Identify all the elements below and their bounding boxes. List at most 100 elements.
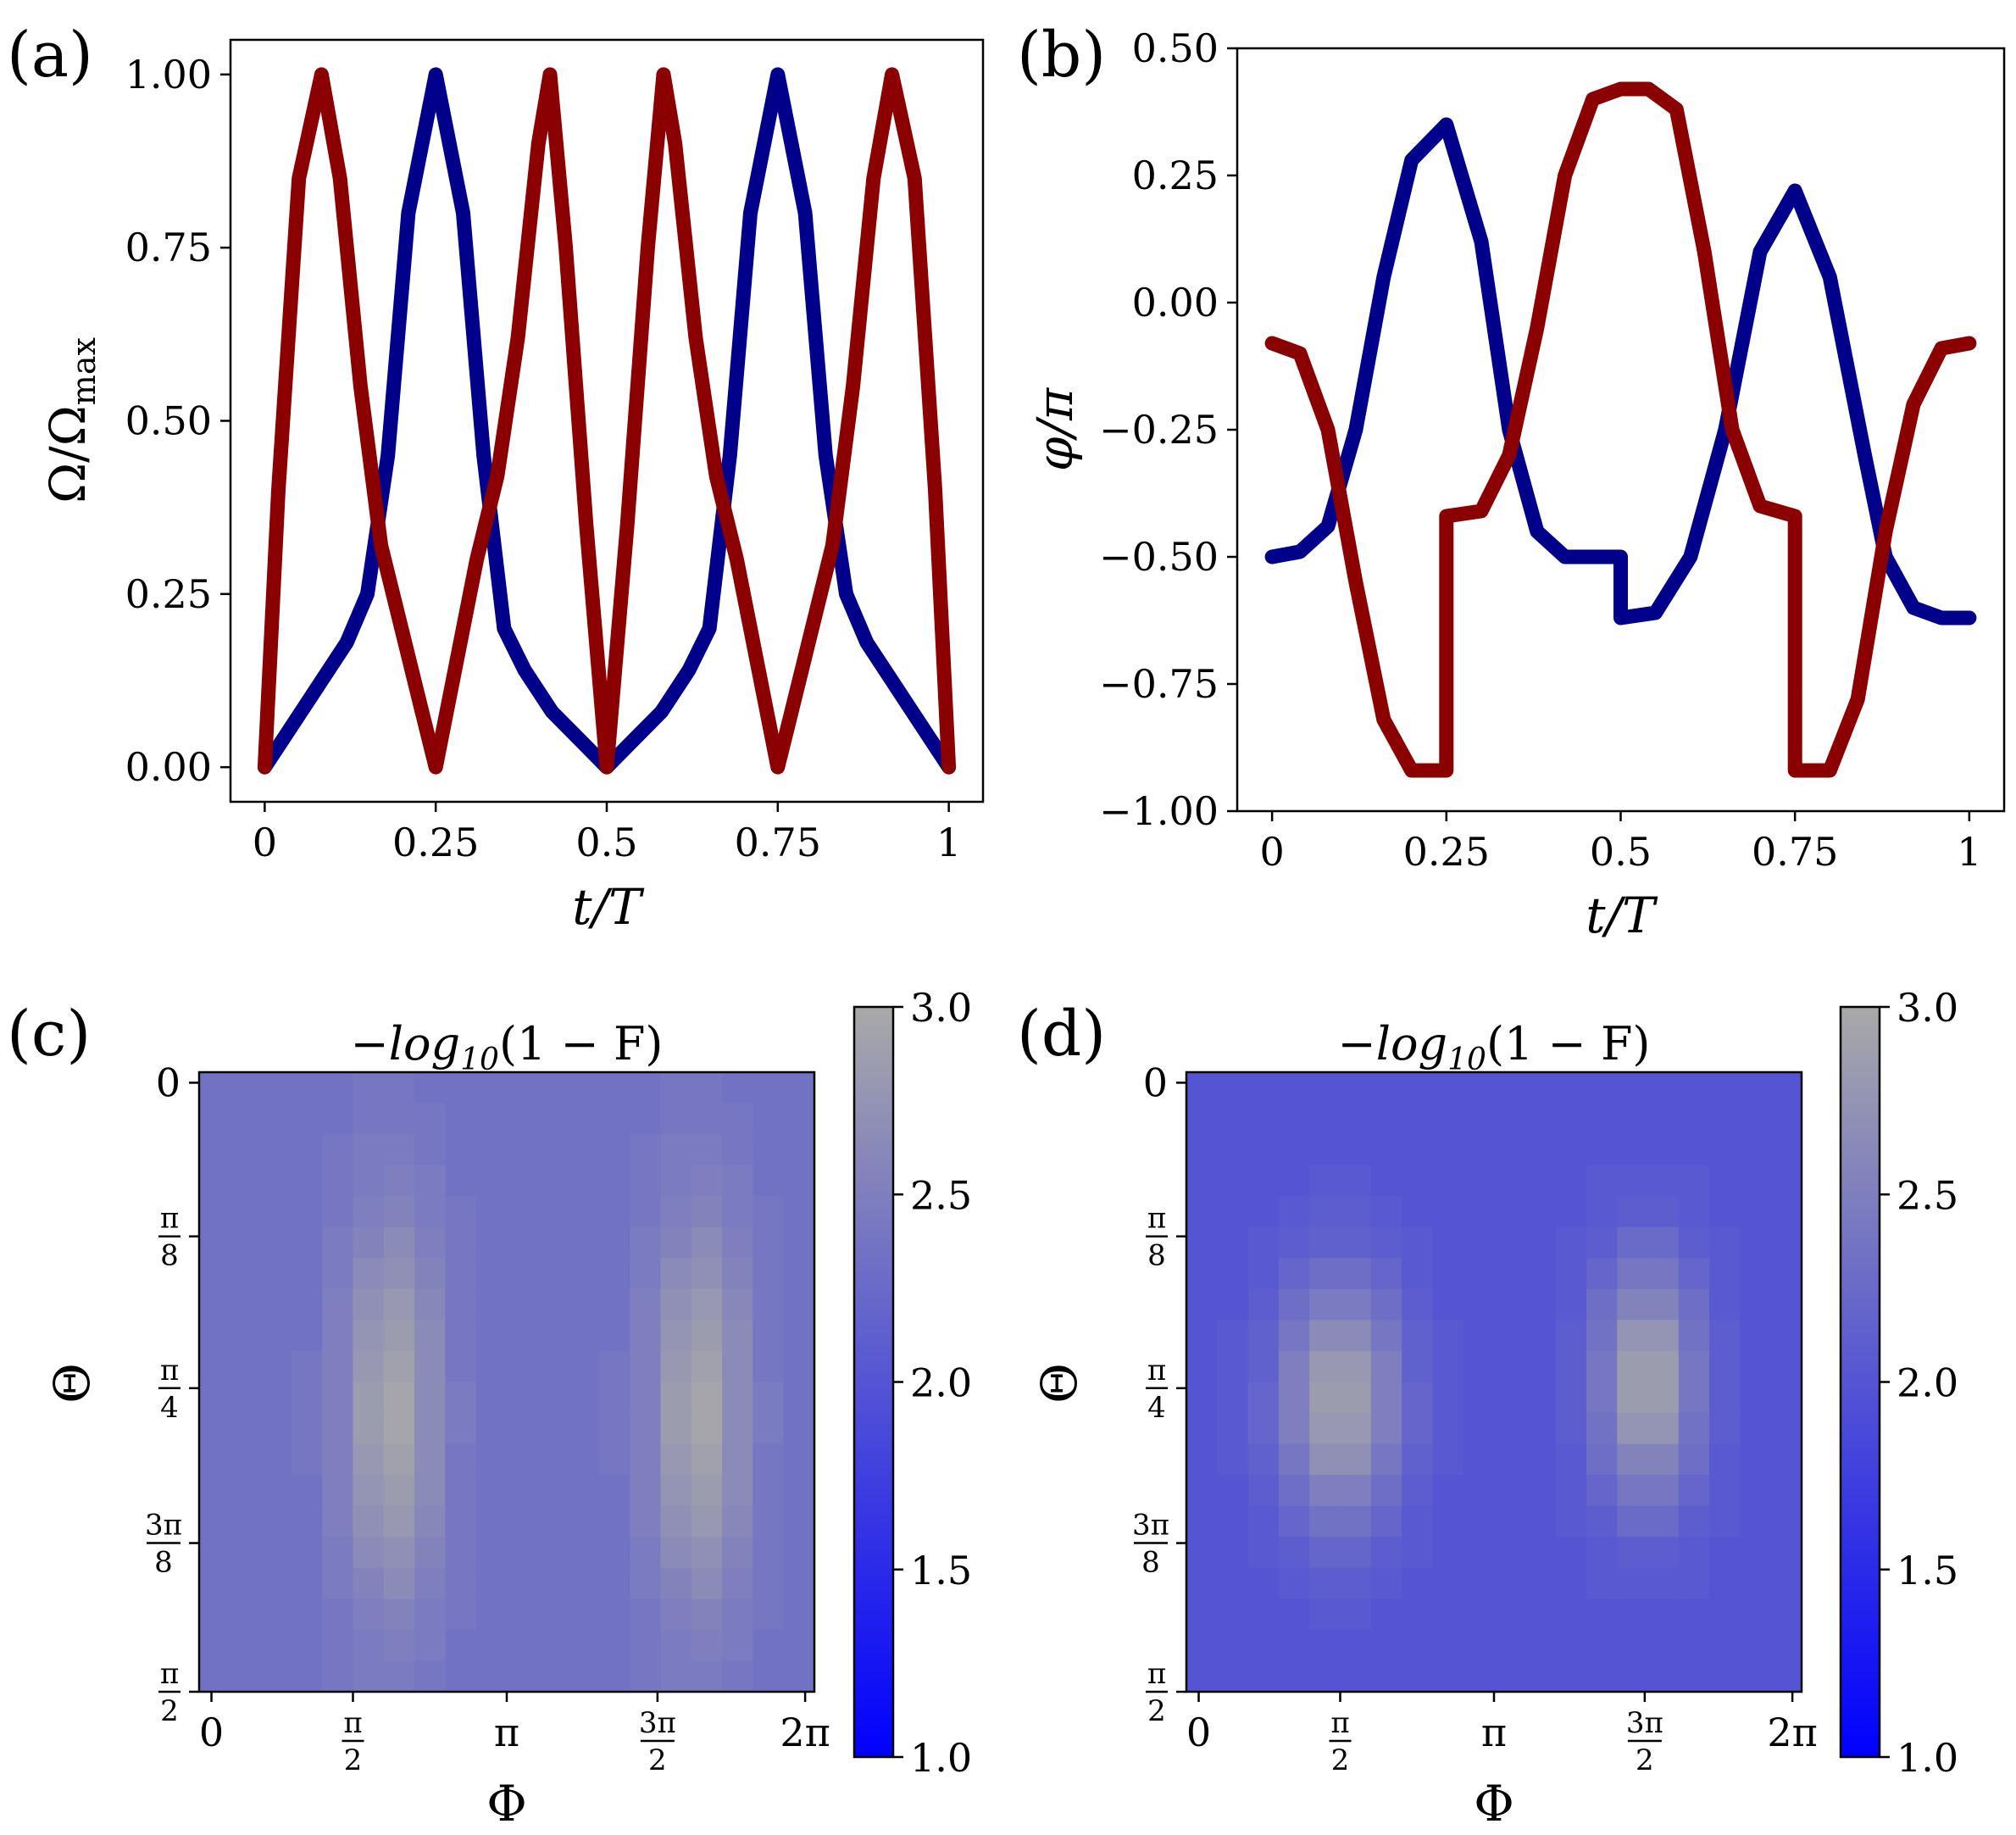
- colorbar-tick-label: 1.0: [910, 1735, 972, 1781]
- heatmap-d-cell: [1586, 1320, 1618, 1352]
- colorbar-tick-label: 1.0: [1897, 1735, 1958, 1781]
- heatmap-c-cell: [630, 1567, 662, 1599]
- heatmap-c-cell: [630, 1288, 662, 1321]
- heatmap-d-cell: [1586, 1629, 1618, 1662]
- colorbar-tick-label: 3.0: [1897, 985, 1958, 1031]
- fraction-tick-label: π4: [1146, 1354, 1168, 1425]
- heatmap-d-cell: [1463, 1320, 1495, 1352]
- heatmap-c-cell: [291, 1134, 323, 1166]
- heatmap-d-cell: [1740, 1660, 1772, 1693]
- chart-b-series-red: [1264, 81, 1977, 778]
- heatmap-c-cell: [414, 1629, 446, 1662]
- heatmap-d-cell: [1740, 1103, 1772, 1135]
- heatmap-d-cell: [1524, 1475, 1557, 1507]
- heatmap-c-cell: [291, 1072, 323, 1104]
- heatmap-d-cell: [1586, 1288, 1618, 1321]
- heatmap-d-cell: [1463, 1103, 1495, 1135]
- heatmap-c-cell: [507, 1629, 538, 1662]
- heatmap-d-cell: [1247, 1537, 1280, 1569]
- heatmap-d-cell: [1340, 1350, 1372, 1383]
- heatmap-c-cell: [537, 1382, 569, 1414]
- heatmap-c-cell: [260, 1103, 292, 1135]
- heatmap-d-cell: [1340, 1258, 1372, 1290]
- heatmap-c-cell: [722, 1165, 753, 1197]
- heatmap-c-cell: [260, 1134, 292, 1166]
- heatmap-c-cell: [383, 1660, 415, 1693]
- fraction-denominator: 8: [154, 1546, 173, 1580]
- heatmap-c-cell: [507, 1567, 538, 1599]
- heatmap-d-cell: [1709, 1196, 1741, 1228]
- heatmap-c-cell: [199, 1134, 230, 1166]
- heatmap-c-cell: [260, 1350, 292, 1383]
- fraction-denominator: 2: [344, 1743, 363, 1777]
- heatmap-c-cell: [691, 1599, 723, 1631]
- heatmap-c-cell: [475, 1258, 508, 1290]
- heatmap-d-cell: [1370, 1443, 1402, 1476]
- heatmap-c-cell: [199, 1413, 230, 1445]
- heatmap-c-cell: [230, 1320, 262, 1352]
- heatmap-d-cells: [1186, 1072, 1802, 1693]
- panel-label-b: (b): [1017, 19, 1106, 92]
- heatmap-c-cell: [199, 1320, 230, 1352]
- heatmap-d-cell: [1494, 1288, 1525, 1321]
- heatmap-c-cell: [598, 1567, 630, 1599]
- heatmap-d-cell: [1770, 1475, 1802, 1507]
- heatmap-d-cell: [1770, 1320, 1802, 1352]
- heatmap-c-cell: [660, 1629, 692, 1662]
- heatmap-d-cell: [1463, 1258, 1495, 1290]
- heatmap-d-cell: [1463, 1537, 1495, 1569]
- heatmap-c-cell: [291, 1320, 323, 1352]
- heatmap-d-cell: [1524, 1382, 1557, 1414]
- heatmap-c-cell: [260, 1288, 292, 1321]
- heatmap-d-cell: [1586, 1660, 1618, 1693]
- heatmap-c-cell: [383, 1134, 415, 1166]
- heatmap-c-cell: [630, 1350, 662, 1383]
- fraction-tick-label: π8: [1146, 1202, 1168, 1273]
- heatmap-c-cell: [598, 1537, 630, 1569]
- heatmap-d-cell: [1217, 1443, 1249, 1476]
- heatmap-d-cell: [1494, 1660, 1525, 1693]
- heatmap-d-cell: [1186, 1258, 1218, 1290]
- heatmap-d-cell: [1524, 1660, 1557, 1693]
- heatmap-d-cell: [1463, 1567, 1495, 1599]
- heatmap-c-ylabel: Θ: [43, 1363, 101, 1404]
- heatmap-d-cell: [1524, 1072, 1557, 1104]
- heatmap-c-cell: [660, 1382, 692, 1414]
- heatmap-c-cell: [199, 1382, 230, 1414]
- heatmap-c-cell: [353, 1258, 385, 1290]
- heatmap-d-cell: [1494, 1567, 1525, 1599]
- heatmap-d-cell: [1709, 1537, 1741, 1569]
- heatmap-c-cell: [383, 1196, 415, 1228]
- heatmap-d-cell: [1555, 1320, 1587, 1352]
- heatmap-c-cell: [353, 1196, 385, 1228]
- heatmap-d-cell: [1217, 1382, 1249, 1414]
- heatmap-d-cell: [1617, 1537, 1649, 1569]
- heatmap-c-cell: [660, 1320, 692, 1352]
- heatmap-c-cell: [660, 1165, 692, 1197]
- y-tick-label: 0: [156, 1059, 180, 1105]
- heatmap-c-cell: [507, 1475, 538, 1507]
- heatmap-d-cell: [1740, 1196, 1772, 1228]
- colorbar-d-bar: [1839, 1005, 1881, 1759]
- heatmap-d-cell: [1309, 1599, 1341, 1631]
- heatmap-d-cell: [1494, 1475, 1525, 1507]
- heatmap-c-cell: [630, 1072, 662, 1104]
- heatmap-d-cell: [1770, 1382, 1802, 1414]
- heatmap-d-cell: [1709, 1629, 1741, 1662]
- heatmap-c-cell: [445, 1443, 477, 1476]
- heatmap-c-cell: [322, 1537, 354, 1569]
- heatmap-c-cell: [383, 1629, 415, 1662]
- heatmap-c-cell: [630, 1165, 662, 1197]
- heatmap-c-cell: [230, 1072, 262, 1104]
- heatmap-c-cell: [353, 1660, 385, 1693]
- heatmap-d-cell: [1340, 1475, 1372, 1507]
- heatmap-d-cell: [1647, 1567, 1680, 1599]
- heatmap-d-cell: [1217, 1288, 1249, 1321]
- heatmap-c-cell: [291, 1505, 323, 1538]
- heatmap-d-cell: [1432, 1629, 1464, 1662]
- heatmap-c-cell: [475, 1505, 508, 1538]
- heatmap-c-cell: [537, 1072, 569, 1104]
- heatmap-c-cell: [445, 1382, 477, 1414]
- heatmap-c-cell: [445, 1072, 477, 1104]
